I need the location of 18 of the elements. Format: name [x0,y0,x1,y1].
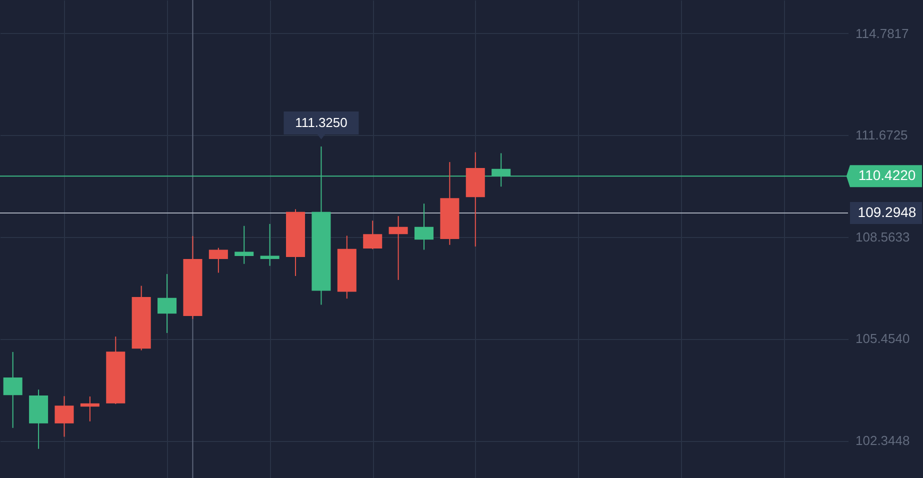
ref-line-label: 109.2948 [858,204,916,220]
candlestick [414,203,434,250]
y-tick-label: 114.7817 [856,26,909,41]
y-tick-label: 108.5633 [856,229,910,244]
candlestick [388,216,408,280]
candlestick [234,225,254,264]
annotation: 111.3250 [295,115,348,130]
ref-line-label: 110.4220 [858,167,916,184]
candlestick [260,223,280,266]
y-tick-label: 102.3448 [856,433,910,448]
candlestick [363,220,382,250]
candlestick [208,247,228,274]
y-tick-label: 105.4540 [856,331,910,346]
candlestick [54,396,74,438]
y-tick-label: 111.6725 [856,128,908,143]
candlestick [80,396,100,422]
candlestick [158,274,177,334]
candlestick [3,351,22,428]
